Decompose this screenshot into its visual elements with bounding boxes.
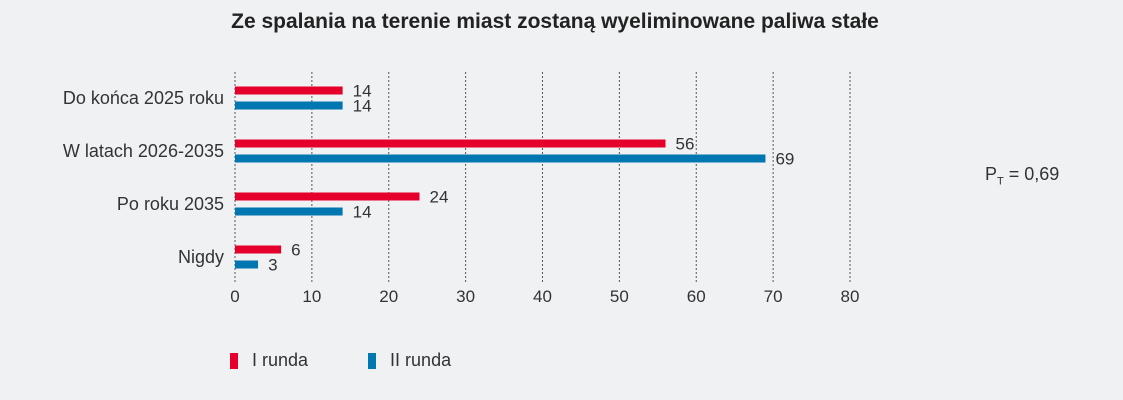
legend-swatch-series-1 [230, 352, 238, 369]
bar-series1-0 [235, 86, 343, 95]
stat-annotation-value: = 0,69 [1003, 164, 1060, 184]
stat-annotation-sub: T [997, 175, 1004, 188]
value-label-series2-2: 14 [353, 203, 372, 222]
bar-series2-2 [235, 207, 343, 216]
bar-series1-3 [235, 245, 282, 254]
stat-annotation-main: P [985, 164, 998, 184]
value-label-series1-3: 6 [291, 241, 300, 260]
x-tick-label-2: 20 [379, 287, 398, 306]
legend-label-series-1: I runda [252, 350, 309, 370]
value-label-series2-1: 69 [775, 150, 794, 169]
bar-series2-1 [235, 154, 766, 163]
value-label-series1-2: 24 [430, 188, 449, 207]
value-label-series2-0: 14 [353, 97, 372, 116]
category-label-3: Nigdy [178, 247, 224, 267]
category-label-2: Po roku 2035 [117, 194, 224, 214]
legend-swatch-series-2 [368, 352, 377, 369]
legend-label-series-2: II runda [390, 350, 452, 370]
x-tick-label-4: 40 [533, 287, 552, 306]
x-tick-label-0: 0 [230, 287, 239, 306]
x-tick-label-8: 80 [841, 287, 860, 306]
bar-series2-0 [235, 101, 343, 110]
legend-item-series-2: II runda [368, 350, 451, 371]
chart-title: Ze spalania na terenie miast zostaną wye… [231, 10, 879, 33]
bar-series2-3 [235, 260, 259, 269]
chart-plot: 0 10 20 30 40 50 60 70 80 Do końca 2025 roku W lat… [63, 72, 860, 306]
x-tick-label-7: 70 [764, 287, 783, 306]
x-tick-label-6: 60 [687, 287, 706, 306]
legend-item-series-1: I runda [230, 350, 308, 371]
category-label-1: W latach 2026-2035 [63, 141, 224, 161]
stat-annotation: PT = 0,69 [985, 164, 1059, 188]
bar-series1-1 [235, 139, 666, 148]
category-label-0: Do końca 2025 roku [63, 88, 224, 108]
value-label-series1-0: 14 [353, 82, 372, 101]
value-label-series1-1: 56 [676, 135, 695, 154]
x-tick-label-3: 30 [456, 287, 475, 306]
x-tick-label-5: 50 [610, 287, 629, 306]
x-tick-label-1: 10 [302, 287, 321, 306]
bar-series1-2 [235, 192, 420, 201]
legend: I runda II runda [230, 350, 451, 371]
value-label-series2-3: 3 [268, 256, 277, 275]
